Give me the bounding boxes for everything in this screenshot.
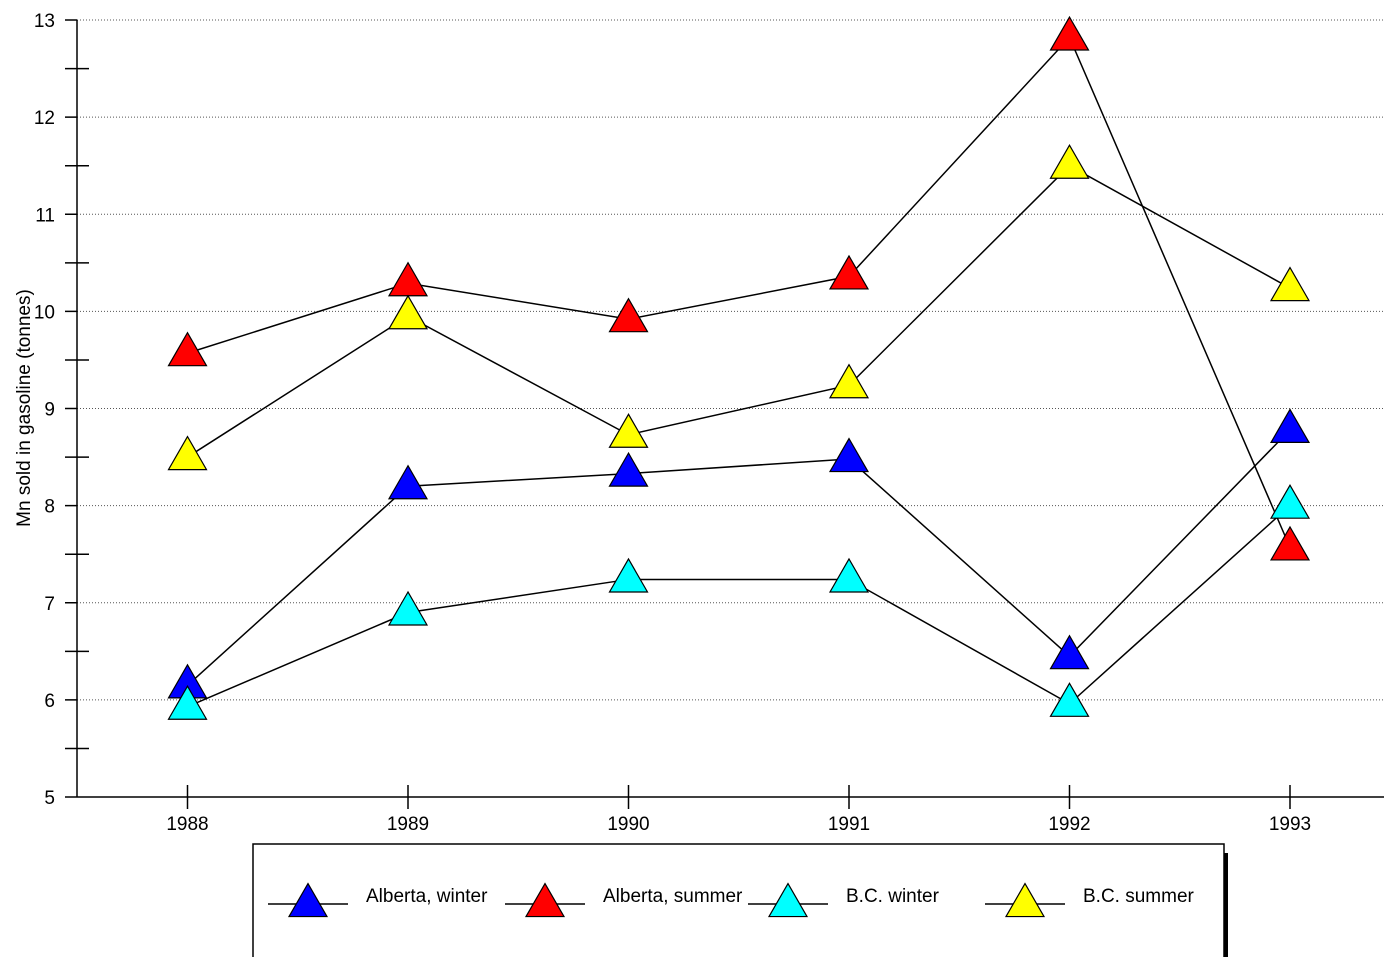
data-point-marker bbox=[387, 294, 429, 330]
x-tick-label: 1989 bbox=[387, 814, 429, 835]
legend-label: Alberta, winter bbox=[366, 886, 488, 907]
series-line bbox=[187, 505, 1291, 708]
legend-items: Alberta, winter Alberta, summer B.C. winte… bbox=[268, 882, 1195, 918]
x-tick-label: 1992 bbox=[1048, 814, 1090, 835]
x-tick-label: 1990 bbox=[607, 814, 649, 835]
data-point-marker bbox=[608, 557, 649, 593]
series-line bbox=[186, 429, 1291, 686]
y-tick-label: 10 bbox=[34, 302, 55, 323]
data-point-marker bbox=[828, 363, 870, 399]
x-tick-label: 1988 bbox=[166, 814, 208, 835]
y-axis-title: Mn sold in gasoline (tonnes) bbox=[14, 289, 35, 527]
data-point-marker bbox=[828, 254, 870, 290]
gridlines bbox=[77, 19, 1384, 701]
y-tick-label: 11 bbox=[35, 205, 55, 226]
series-line bbox=[187, 164, 1291, 458]
y-tick-label: 6 bbox=[44, 691, 55, 712]
data-point-marker bbox=[167, 435, 208, 471]
data-point-marker bbox=[608, 451, 649, 487]
data-point-marker bbox=[1269, 408, 1311, 444]
data-point-marker bbox=[387, 464, 429, 500]
data-point-marker bbox=[828, 437, 870, 473]
data-point-marker bbox=[1049, 144, 1090, 179]
legend-label: B.C. summer bbox=[1083, 886, 1195, 907]
data-point-marker bbox=[167, 331, 208, 367]
data-point-marker bbox=[828, 557, 870, 593]
x-tick-label: 1993 bbox=[1269, 814, 1311, 835]
data-point-marker bbox=[1269, 525, 1311, 561]
legend-marker bbox=[1004, 882, 1046, 918]
data-point-marker bbox=[608, 297, 649, 333]
legend-marker bbox=[287, 882, 329, 918]
legend-marker bbox=[767, 882, 809, 918]
legend-box bbox=[252, 843, 1225, 957]
legend-label: Alberta, summer bbox=[603, 886, 743, 907]
data-point-marker bbox=[608, 413, 649, 448]
data-point-marker bbox=[1269, 266, 1311, 302]
y-tick-label: 7 bbox=[44, 594, 55, 615]
data-point-marker bbox=[387, 590, 429, 626]
series-lines bbox=[167, 15, 1311, 720]
data-point-marker bbox=[1049, 682, 1090, 717]
y-tick-label: 9 bbox=[44, 400, 55, 421]
y-tick-label: 13 bbox=[34, 11, 55, 32]
series-line bbox=[187, 36, 1291, 548]
data-point-marker bbox=[167, 685, 208, 720]
axis-ticks: 5 6 7 8 9 10 11 12 13 1988 1989 1990 1991 1992 1993 bbox=[34, 11, 1311, 835]
y-tick-label: 12 bbox=[34, 108, 55, 129]
data-point-marker bbox=[387, 261, 429, 297]
y-tick-label: 5 bbox=[44, 788, 55, 809]
legend-shadow bbox=[1222, 853, 1228, 957]
legend-label: B.C. winter bbox=[846, 886, 940, 907]
data-point-marker bbox=[1049, 634, 1090, 670]
data-point-marker bbox=[1269, 483, 1311, 519]
y-tick-label: 8 bbox=[44, 497, 55, 518]
x-tick-label: 1991 bbox=[828, 814, 870, 835]
data-point-marker bbox=[1049, 15, 1090, 51]
legend: Alberta, winter Alberta, summer B.C. winte… bbox=[252, 843, 1228, 957]
legend-marker bbox=[524, 882, 566, 918]
